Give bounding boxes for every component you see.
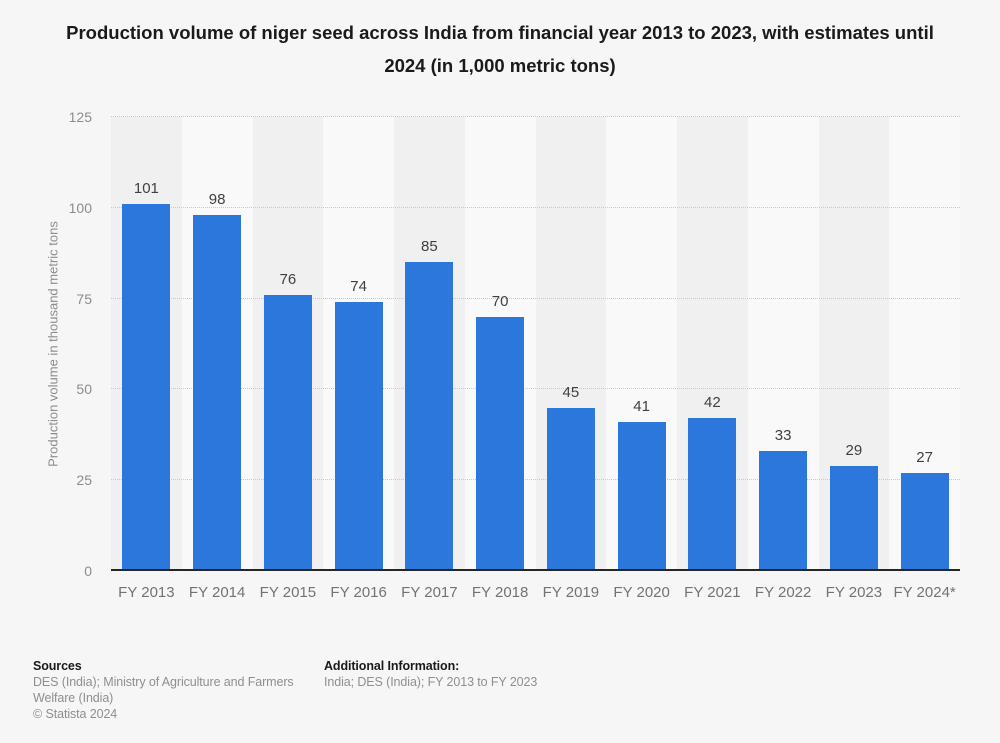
bar-fy-2018[interactable] — [476, 316, 525, 571]
x-tick-label-fy-2017: FY 2017 — [401, 584, 458, 601]
gridline-50 — [111, 388, 960, 390]
y-tick-label-25: 25 — [76, 472, 92, 489]
bar-fy-2020[interactable] — [617, 422, 666, 571]
bar-value-label-fy-2020: 41 — [633, 398, 650, 416]
bar-value-label-fy-2013: 101 — [133, 180, 159, 198]
sources-heading: Sources — [33, 659, 82, 673]
x-tick-label-fy-2013: FY 2013 — [118, 584, 175, 601]
bar-fy-2013[interactable] — [122, 204, 171, 571]
y-tick-label-75: 75 — [76, 290, 92, 307]
bar-value-label-fy-2018: 70 — [491, 292, 509, 310]
chart-title: Production volume of niger seed across I… — [66, 22, 934, 76]
bar-value-label-fy-2019: 45 — [562, 383, 580, 401]
bar-fy-2023[interactable] — [829, 465, 878, 571]
bar-fy-2024[interactable] — [900, 472, 949, 571]
copyright-text: © Statista 2024 — [33, 707, 118, 721]
y-tick-label-100: 100 — [68, 199, 92, 216]
x-axis-tick-labels: FY 2013 FY 2014 FY 2015 FY 2016 FY 2017 FY 20… — [111, 584, 960, 604]
footer-additional-info-column: Additional Information: India; DES (Indi… — [324, 658, 654, 690]
x-tick-label-fy-2022: FY 2022 — [754, 584, 812, 601]
x-tick-label-fy-2021: FY 2021 — [684, 584, 741, 601]
bar-fy-2017[interactable] — [405, 262, 454, 571]
footer-sources-column: Sources DES (India); Ministry of Agricul… — [33, 658, 325, 722]
y-tick-label-0: 0 — [84, 563, 92, 579]
bar-value-label-fy-2016: 74 — [350, 278, 367, 296]
gridline-75 — [111, 297, 960, 299]
bar-value-label-fy-2024: 27 — [916, 448, 933, 466]
gridline-25 — [111, 479, 960, 481]
bar-fy-2015[interactable] — [263, 294, 312, 571]
bar-value-label-fy-2023: 29 — [845, 441, 863, 459]
x-tick-label-fy-2019: FY 2019 — [542, 584, 600, 601]
bar-value-label-fy-2014: 98 — [208, 191, 226, 209]
sources-text: DES (India); Ministry of Agriculture and… — [33, 675, 294, 705]
x-tick-label-fy-2016: FY 2016 — [330, 584, 387, 601]
x-tick-label-fy-2015: FY 2015 — [259, 584, 317, 601]
gridline-100 — [111, 206, 960, 208]
y-axis-tick-labels: 0 25 50 75 100 125 — [0, 110, 92, 578]
bar-value-label-fy-2022: 33 — [774, 427, 792, 445]
y-tick-label-50: 50 — [76, 381, 92, 398]
bar-value-label-fy-2017: 85 — [421, 238, 438, 256]
additional-info-heading: Additional Information: — [324, 659, 460, 673]
x-tick-label-fy-2023: FY 2023 — [825, 584, 883, 601]
bar-fy-2014[interactable] — [193, 215, 242, 571]
bar-fy-2022[interactable] — [759, 451, 808, 571]
x-tick-label-fy-2018: FY 2018 — [471, 584, 529, 601]
x-tick-label-fy-2014: FY 2014 — [188, 584, 246, 601]
bar-value-label-fy-2021: 42 — [704, 394, 721, 412]
x-tick-label-fy-2024: FY 2024* — [893, 584, 956, 601]
bar-fy-2021[interactable] — [688, 418, 737, 571]
bar-value-label-fy-2015: 76 — [279, 270, 297, 288]
y-tick-label-125: 125 — [68, 109, 92, 125]
plot-area: 101 98 76 74 85 70 45 41 42 33 29 27 — [111, 116, 960, 571]
bar-fy-2016[interactable] — [334, 302, 383, 571]
x-axis-line — [111, 569, 960, 571]
bar-fy-2019[interactable] — [546, 407, 595, 571]
gridline-125 — [111, 116, 960, 117]
x-tick-label-fy-2020: FY 2020 — [613, 584, 670, 601]
additional-info-text: India; DES (India); FY 2013 to FY 2023 — [324, 675, 538, 689]
